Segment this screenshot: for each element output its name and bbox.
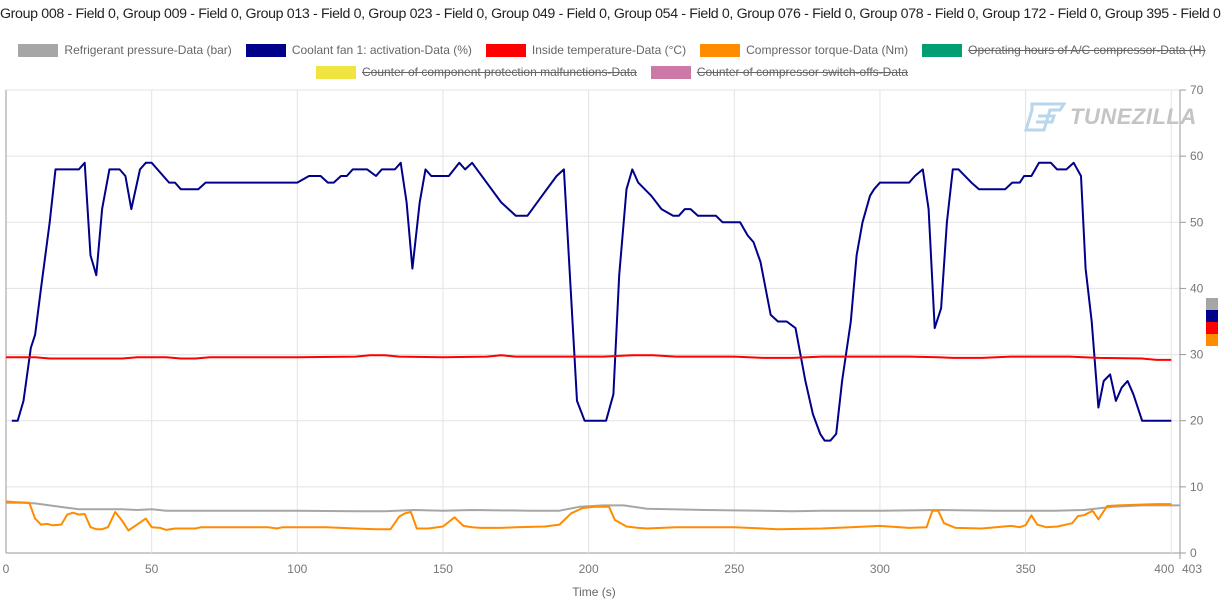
y-tick-label: 10 bbox=[1190, 480, 1204, 494]
legend-label: Counter of compressor switch-offs-Data bbox=[696, 65, 909, 79]
x-tick-label: 400 bbox=[1154, 562, 1174, 576]
x-tick-label: 50 bbox=[145, 562, 159, 576]
y-tick-label: 50 bbox=[1190, 215, 1204, 229]
axis-series-marker bbox=[1206, 334, 1218, 346]
legend-label: Operating hours of A/C compressor-Data (… bbox=[968, 43, 1206, 57]
series-line-3 bbox=[5, 500, 1172, 532]
y-tick-label: 60 bbox=[1190, 149, 1204, 163]
legend-item-coolant-fan[interactable]: Coolant fan 1: activation-Data (%) bbox=[245, 43, 472, 57]
y-tick-label: 0 bbox=[1190, 546, 1197, 560]
legend-row: Counter of component protection malfunct… bbox=[0, 65, 1224, 79]
axis-series-marker bbox=[1206, 310, 1218, 322]
legend-swatch bbox=[245, 43, 286, 57]
watermark-logo: TUNEZILLA bbox=[1024, 102, 1197, 132]
legend-label: Counter of component protection malfunct… bbox=[361, 65, 637, 79]
legend-item-refrigerant-pressure[interactable]: Refrigerant pressure-Data (bar) bbox=[18, 43, 232, 57]
series-line-2 bbox=[6, 354, 1172, 361]
axis-series-marker bbox=[1206, 298, 1218, 310]
y-tick-label: 30 bbox=[1190, 348, 1204, 362]
x-tick-label: 200 bbox=[579, 562, 599, 576]
legend-label: Coolant fan 1: activation-Data (%) bbox=[291, 43, 472, 57]
legend-swatch bbox=[922, 43, 963, 57]
legend-item-compressor-torque[interactable]: Compressor torque-Data (Nm) bbox=[700, 43, 908, 57]
legend-swatch bbox=[18, 43, 59, 57]
x-tick-label: 300 bbox=[870, 562, 890, 576]
legend-item-compressor-switch-offs[interactable]: Counter of compressor switch-offs-Data bbox=[650, 65, 909, 79]
axis-series-marker bbox=[1206, 322, 1218, 334]
tunezilla-logo-icon bbox=[1024, 102, 1066, 132]
legend-row: Refrigerant pressure-Data (bar) Coolant … bbox=[0, 43, 1224, 57]
y-tick-label: 70 bbox=[1190, 83, 1204, 97]
y-tick-label: 20 bbox=[1190, 414, 1204, 428]
y-tick-label: 40 bbox=[1190, 281, 1204, 295]
x-axis-label: Time (s) bbox=[572, 585, 616, 599]
legend-swatch bbox=[700, 43, 741, 57]
legend-label: Compressor torque-Data (Nm) bbox=[746, 43, 909, 57]
legend-swatch bbox=[315, 65, 356, 79]
x-tick-label: 350 bbox=[1016, 562, 1036, 576]
x-tick-label: 250 bbox=[724, 562, 744, 576]
legend-label: Refrigerant pressure-Data (bar) bbox=[64, 43, 232, 57]
watermark-text: TUNEZILLA bbox=[1070, 104, 1197, 129]
legend-swatch bbox=[485, 43, 526, 57]
legend-label: Inside temperature-Data (°C) bbox=[531, 43, 687, 57]
x-tick-label: 100 bbox=[287, 562, 307, 576]
legend-swatch bbox=[650, 65, 691, 79]
chart-title: Group 008 - Field 0, Group 009 - Field 0… bbox=[0, 6, 1221, 22]
legend-item-protection-malfunctions[interactable]: Counter of component protection malfunct… bbox=[315, 65, 637, 79]
legend-item-operating-hours[interactable]: Operating hours of A/C compressor-Data (… bbox=[922, 43, 1206, 57]
series-line-1 bbox=[11, 161, 1172, 442]
x-tick-label: 403 bbox=[1182, 562, 1202, 576]
series-line-0 bbox=[6, 501, 1180, 513]
x-tick-label: 150 bbox=[433, 562, 453, 576]
x-tick-label: 0 bbox=[3, 562, 10, 576]
legend-item-inside-temperature[interactable]: Inside temperature-Data (°C) bbox=[485, 43, 687, 57]
